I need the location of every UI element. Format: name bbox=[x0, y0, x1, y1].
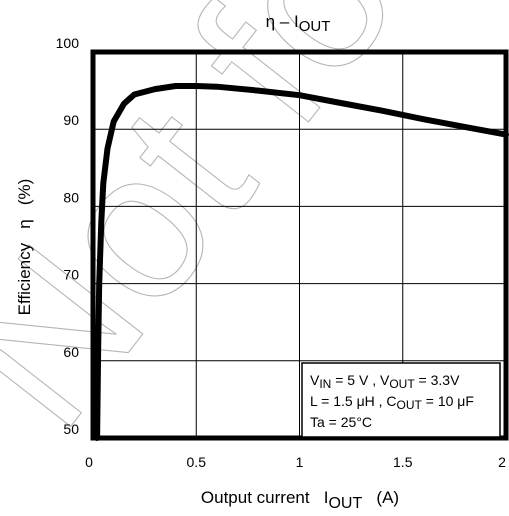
chart-title-sub: OUT bbox=[299, 18, 331, 35]
data-point bbox=[297, 93, 302, 98]
x-tick-labels: 0 0.5 1 1.5 2 bbox=[85, 454, 506, 470]
x-tick-label: 1 bbox=[296, 454, 304, 470]
x-tick-label: 1.5 bbox=[393, 454, 413, 470]
y-tick-label: 60 bbox=[63, 344, 79, 360]
data-point bbox=[338, 101, 343, 106]
conditions-box: VIN = 5 V , VOUT = 3.3V L = 1.5 μH , COU… bbox=[302, 363, 500, 437]
data-point bbox=[256, 88, 261, 93]
data-point bbox=[101, 181, 106, 186]
y-tick-label: 70 bbox=[63, 267, 79, 283]
y-tick-label: 50 bbox=[63, 421, 79, 437]
x-tick-label: 0.5 bbox=[187, 454, 207, 470]
y-tick-label: 100 bbox=[56, 35, 80, 51]
data-point bbox=[97, 281, 102, 286]
data-point bbox=[194, 84, 199, 89]
data-point bbox=[462, 124, 467, 129]
data-point bbox=[99, 219, 104, 224]
y-tick-label: 90 bbox=[63, 112, 79, 128]
y-tick-label: 80 bbox=[63, 189, 79, 205]
data-point bbox=[152, 87, 157, 92]
chart-title-main: η – I bbox=[266, 12, 299, 31]
data-point bbox=[173, 84, 178, 89]
conditions-line-3: Ta = 25°C bbox=[310, 414, 372, 430]
data-point bbox=[122, 101, 127, 106]
x-tick-label: 2 bbox=[498, 454, 506, 470]
data-point bbox=[380, 108, 385, 113]
data-point bbox=[421, 117, 426, 122]
x-tick-label: 0 bbox=[85, 454, 93, 470]
x-axis-label: Output current IOUT (A) bbox=[201, 488, 399, 512]
data-point bbox=[105, 146, 110, 151]
y-axis-label: Efficiency η (%) bbox=[15, 179, 34, 316]
data-point bbox=[96, 343, 101, 348]
data-point bbox=[132, 92, 137, 97]
data-point bbox=[214, 84, 219, 89]
data-point bbox=[111, 119, 116, 124]
